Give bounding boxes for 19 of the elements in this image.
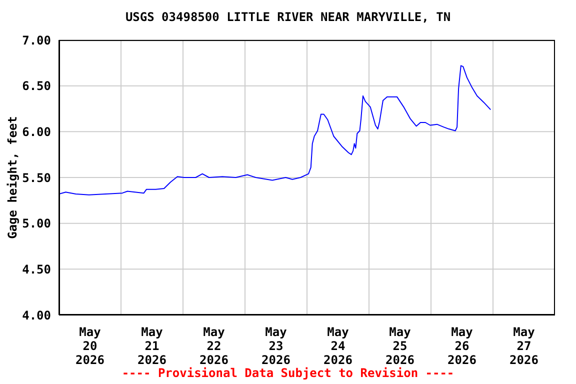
- x-tick-label: May 24 2026: [324, 325, 352, 367]
- y-tick-label: 7.00: [22, 33, 51, 48]
- x-tick-label: May 26 2026: [448, 325, 476, 367]
- chart-title: USGS 03498500 LITTLE RIVER NEAR MARYVILLE, TN: [124, 10, 452, 24]
- x-tick-label: May 25 2026: [386, 325, 414, 367]
- y-tick-label: 5.00: [22, 216, 51, 231]
- x-tick-label: May 27 2026: [510, 325, 538, 367]
- y-tick-label: 4.50: [22, 262, 51, 276]
- y-tick-label: 5.50: [22, 170, 51, 185]
- line-series: [59, 65, 492, 196]
- x-tick-label: May 21 2026: [138, 325, 166, 367]
- y-axis-title: Gage height, feet: [5, 116, 20, 239]
- text: ---- Provisional Data Subject to Revision ----: [120, 366, 456, 380]
- x-tick-label: May 23 2026: [262, 325, 290, 367]
- x-tick-label: May 22 2026: [200, 325, 228, 367]
- y-tick-label: 6.00: [22, 124, 51, 139]
- y-tick-label: 4.00: [22, 308, 51, 322]
- x-tick-label: May 20 2026: [76, 325, 104, 367]
- y-tick-label: 6.50: [22, 79, 51, 94]
